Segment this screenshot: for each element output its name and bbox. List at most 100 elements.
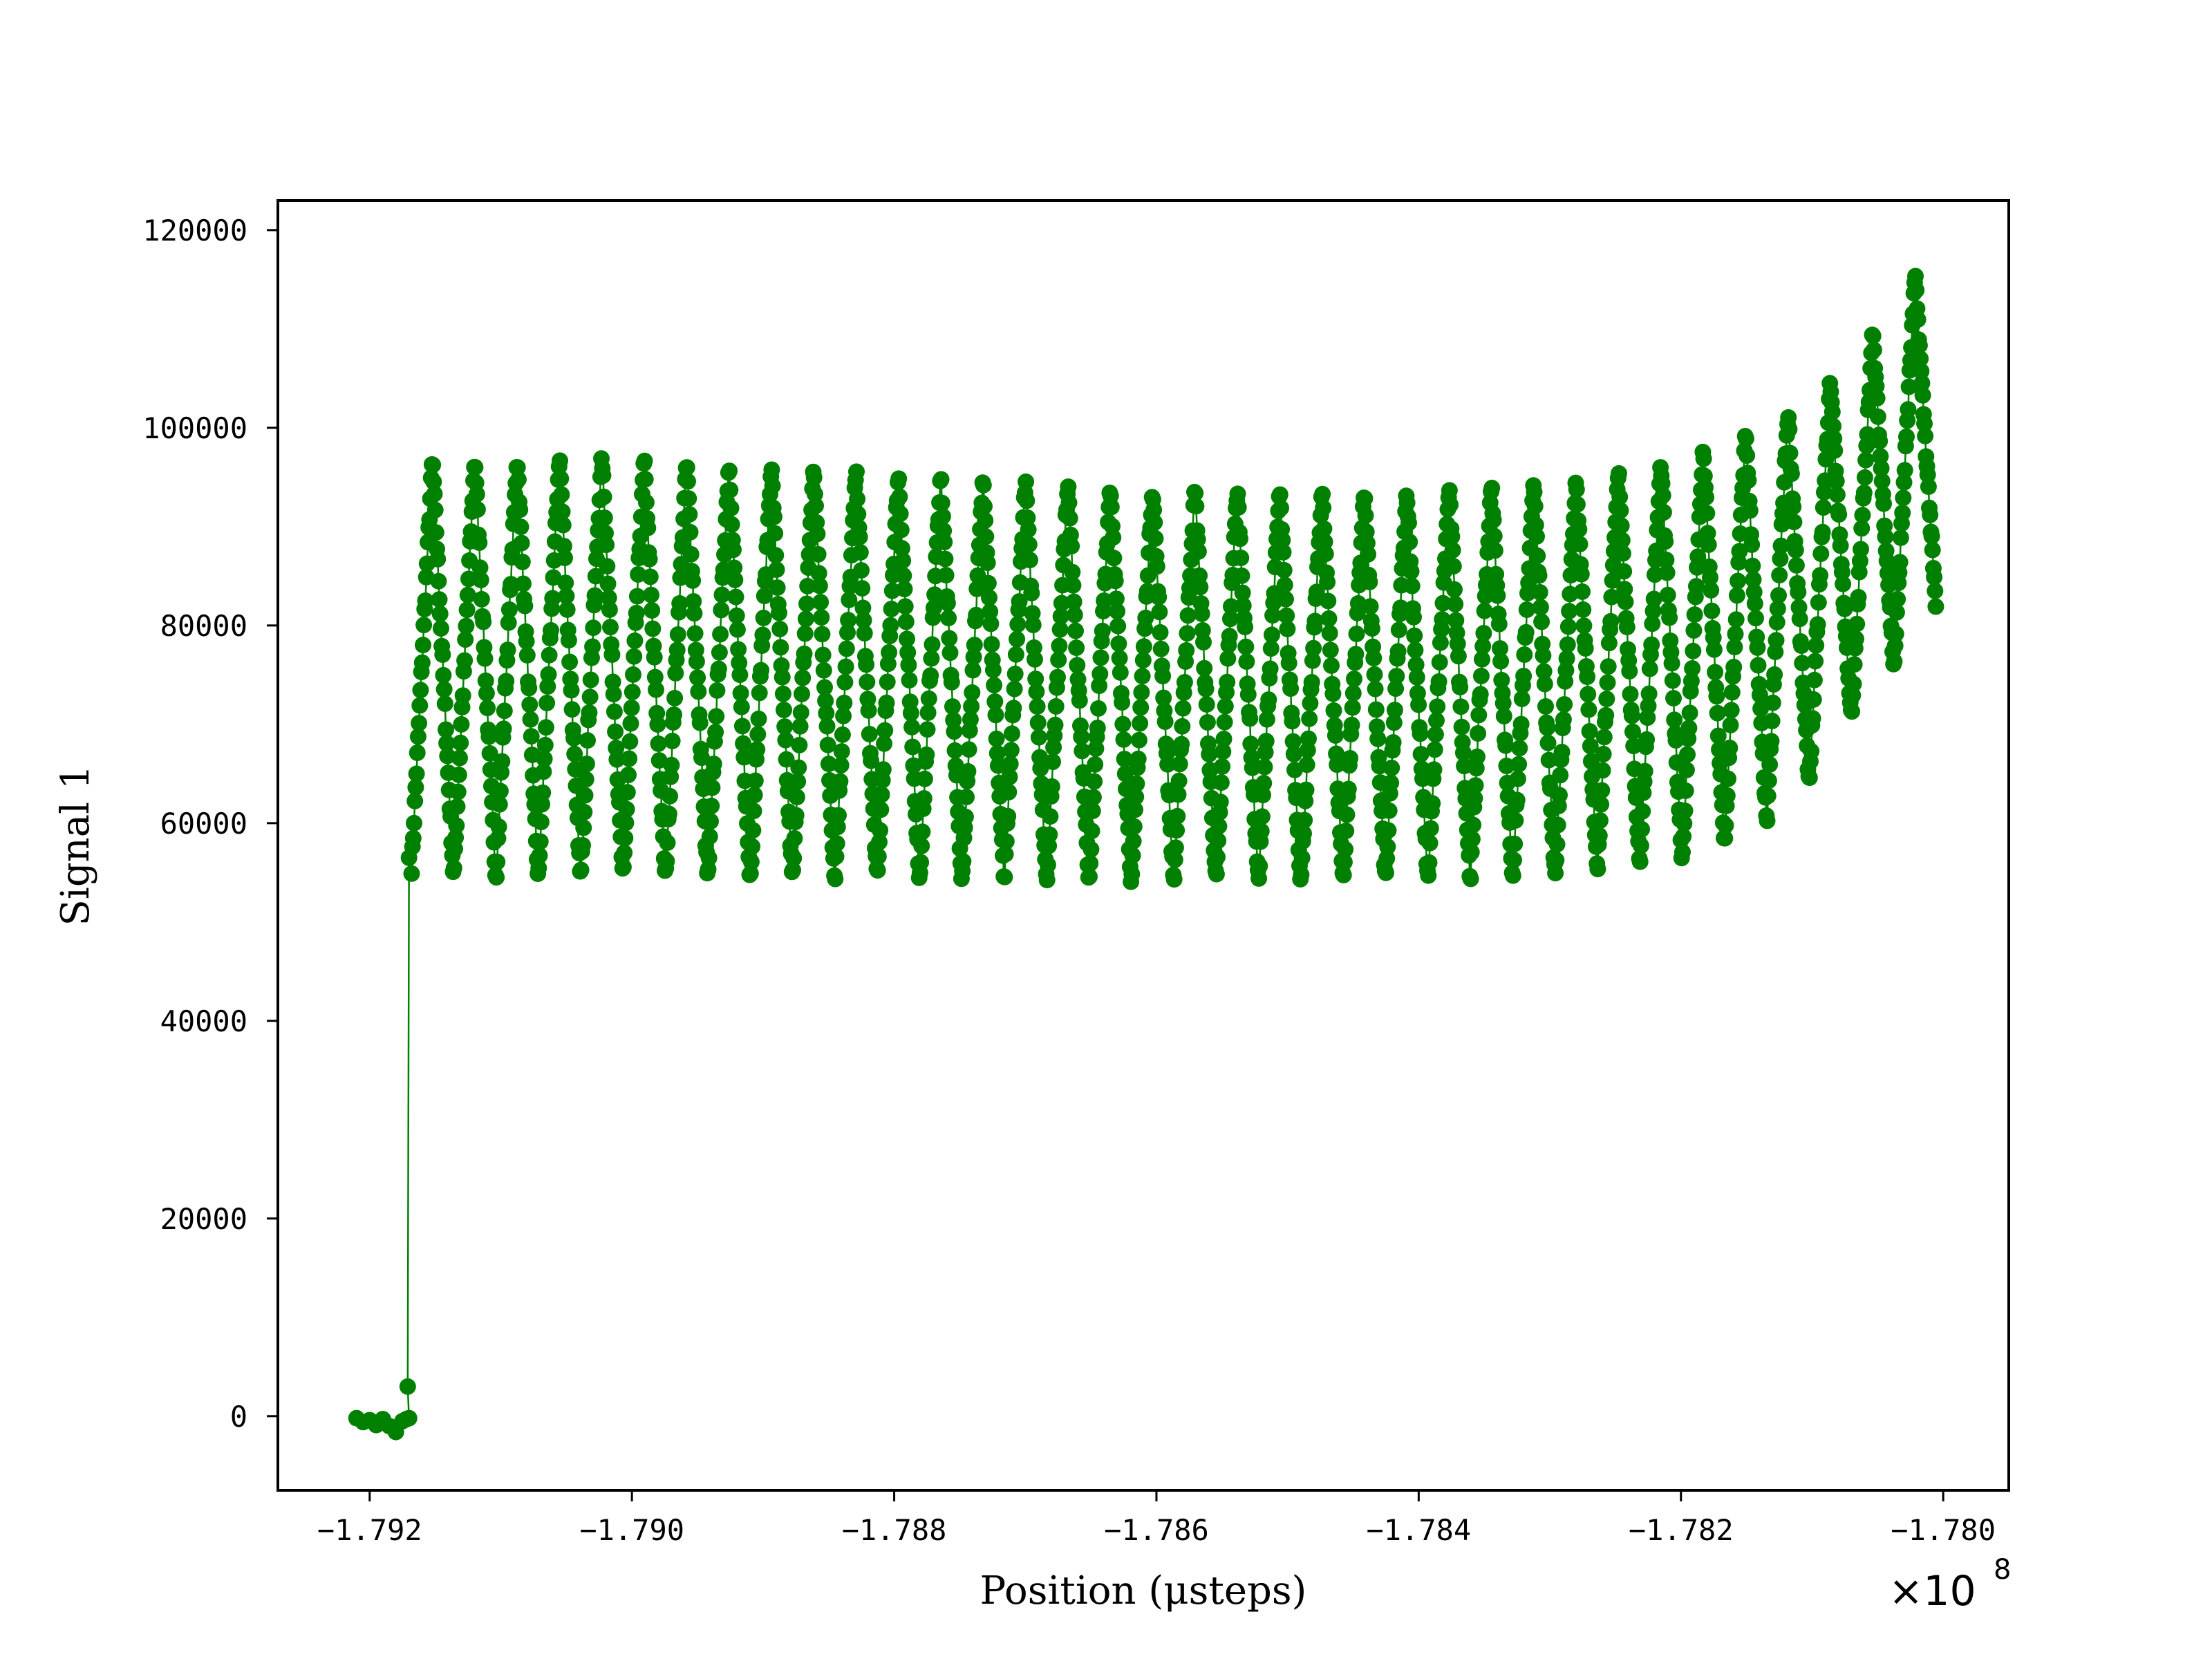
data-point [436, 695, 453, 712]
data-point [792, 704, 809, 721]
data-point [936, 534, 953, 551]
data-point [1624, 723, 1641, 740]
data-point [919, 721, 936, 738]
data-point [577, 787, 594, 804]
data-point [1574, 583, 1591, 600]
data-point [566, 745, 583, 762]
data-point [1780, 409, 1797, 426]
data-point [1680, 720, 1698, 737]
data-point [559, 601, 576, 618]
data-point [1125, 832, 1142, 850]
data-point [575, 819, 592, 836]
data-point [1426, 741, 1443, 758]
data-point [771, 604, 787, 621]
x-offset-label: ×10 [1888, 1567, 1976, 1615]
data-point [1504, 867, 1521, 884]
data-point [427, 524, 444, 541]
data-point [1002, 742, 1020, 759]
data-point [1844, 703, 1861, 720]
data-point [1770, 587, 1787, 604]
data-point [1189, 531, 1206, 548]
data-point [1132, 699, 1150, 716]
data-point [628, 604, 645, 621]
y-tick-label: 40000 [160, 1004, 247, 1038]
data-point [648, 681, 664, 698]
data-point [1494, 695, 1512, 712]
data-point [1041, 826, 1058, 843]
data-point [1432, 634, 1449, 651]
data-point [1614, 545, 1631, 562]
data-point [1891, 554, 1909, 571]
data-point [859, 673, 876, 691]
data-point [1367, 680, 1384, 697]
y-tick-label: 20000 [160, 1202, 247, 1236]
data-point [620, 767, 637, 783]
data-point [1293, 850, 1311, 867]
data-point [1442, 496, 1459, 514]
data-point [835, 707, 852, 724]
data-point [1317, 545, 1334, 563]
data-point [1389, 643, 1407, 660]
data-point [849, 490, 866, 507]
data-point [425, 474, 442, 490]
data-point [1618, 619, 1635, 636]
data-point [1196, 659, 1213, 677]
data-point [1343, 716, 1360, 733]
data-point [1239, 686, 1257, 703]
data-point [1856, 469, 1873, 486]
data-point [1405, 608, 1422, 626]
data-point [1768, 632, 1785, 649]
data-point [1171, 756, 1188, 773]
data-point [1926, 568, 1943, 585]
data-point [1335, 866, 1352, 883]
data-point [1217, 697, 1234, 715]
data-point [1763, 733, 1780, 750]
data-point [918, 746, 935, 763]
data-point [1466, 789, 1483, 807]
data-point [1485, 527, 1503, 545]
data-point [563, 701, 581, 718]
data-point [1927, 582, 1944, 599]
data-point [602, 619, 619, 636]
data-point [1385, 714, 1403, 731]
data-point [1573, 565, 1590, 583]
data-point [1549, 816, 1566, 834]
data-point [863, 752, 880, 769]
data-point [1894, 504, 1911, 521]
data-point [431, 606, 449, 622]
data-point [1262, 640, 1280, 657]
data-point [768, 561, 785, 579]
data-point [1193, 605, 1210, 622]
data-point [710, 660, 727, 677]
data-point [1305, 639, 1322, 657]
data-point [1636, 762, 1653, 780]
data-point [1295, 825, 1312, 842]
data-point [742, 853, 760, 870]
data-point [663, 756, 680, 774]
data-point [1190, 543, 1207, 560]
data-point [1110, 635, 1127, 653]
data-point [1530, 567, 1548, 584]
data-point [1237, 619, 1254, 636]
data-point [1369, 730, 1387, 747]
data-point [605, 686, 622, 703]
data-point [1898, 428, 1915, 445]
data-point [1257, 733, 1275, 750]
data-point [586, 587, 603, 604]
data-point [1896, 462, 1913, 479]
data-point [1086, 773, 1103, 790]
data-point [1296, 812, 1313, 829]
data-point [1761, 756, 1779, 773]
data-point [500, 601, 518, 618]
data-point [1194, 621, 1211, 639]
data-point [693, 749, 710, 767]
data-point [772, 639, 789, 656]
data-point [514, 575, 532, 592]
data-point [777, 731, 794, 749]
data-point [988, 744, 1006, 762]
data-point [1689, 548, 1707, 565]
data-point [1922, 506, 1939, 523]
data-point [1049, 668, 1066, 686]
data-point [707, 724, 724, 741]
data-point [1022, 552, 1038, 569]
